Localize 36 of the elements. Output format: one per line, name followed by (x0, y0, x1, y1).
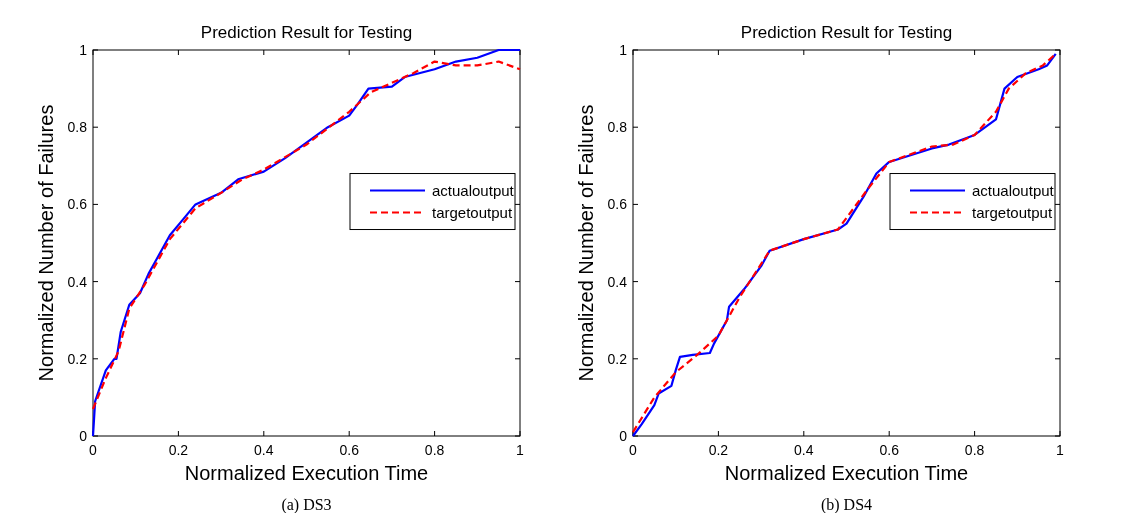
x-tick-label: 0.4 (794, 442, 814, 458)
x-axis-title: Normalized Execution Time (184, 462, 429, 484)
y-tick-label: 0.8 (67, 119, 88, 136)
y-tick-label: 0.6 (607, 196, 628, 213)
x-tick-label: 0.4 (254, 442, 274, 458)
y-axis-title: Normalized Number of Failures (35, 104, 57, 382)
x-tick-label: 0.6 (879, 442, 900, 458)
y-tick-label: 0.4 (607, 273, 628, 290)
y-tick-label: 0.2 (67, 350, 88, 367)
legend-label: targetoutput (972, 203, 1053, 221)
x-tick-label: 0 (89, 442, 98, 458)
legend-label: targetoutput (432, 203, 513, 221)
chart-title: Prediction Result for Testing (200, 23, 413, 42)
x-tick-label: 0.8 (964, 442, 985, 458)
x-tick-label: 1 (516, 442, 525, 458)
legend-label: actualoutput (972, 181, 1055, 199)
y-tick-label: 0 (619, 428, 628, 444)
x-tick-label: 1 (1056, 442, 1065, 458)
x-tick-label: 0 (629, 442, 638, 458)
x-tick-label: 0.2 (168, 442, 189, 458)
y-axis-title: Normalized Number of Failures (575, 104, 597, 382)
text: (a) DS3 (281, 496, 332, 514)
y-tick-label: 0 (79, 428, 88, 444)
x-axis-title: Normalized Execution Time (724, 462, 969, 484)
y-tick-label: 0.4 (67, 273, 88, 290)
y-tick-label: 0.2 (607, 350, 628, 367)
y-tick-label: 1 (619, 42, 628, 58)
x-tick-label: 0.6 (339, 442, 360, 458)
y-tick-label: 1 (79, 42, 88, 58)
x-tick-label: 0.8 (424, 442, 445, 458)
chart-title: Prediction Result for Testing (740, 23, 953, 42)
legend-label: actualoutput (432, 181, 515, 199)
text: (b) DS4 (820, 496, 873, 514)
y-tick-label: 0.8 (607, 119, 628, 136)
y-tick-label: 0.6 (67, 196, 88, 213)
x-tick-label: 0.2 (708, 442, 729, 458)
